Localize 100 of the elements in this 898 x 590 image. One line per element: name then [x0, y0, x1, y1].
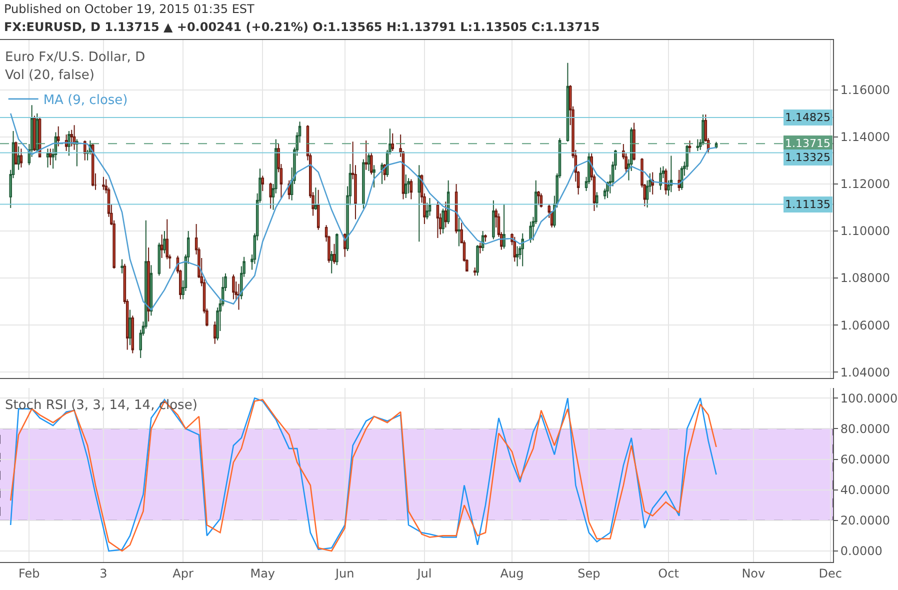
candlestick — [473, 266, 476, 276]
annotation: Euro Fx/U.S. Dollar, D — [5, 50, 146, 65]
x-tick-label: Apr — [172, 566, 194, 580]
line-series — [10, 112, 717, 310]
y-tick-label: 100.0000 — [840, 391, 898, 406]
y-tick-label: 40.0000 — [840, 483, 890, 498]
ref-line-label: 1.13325 — [785, 151, 830, 164]
candlestick — [380, 162, 384, 184]
candlestick — [478, 242, 482, 254]
candlestick — [446, 180, 450, 224]
candlestick — [17, 146, 20, 170]
candlestick — [481, 230, 484, 252]
x-tick-label: Jul — [416, 566, 432, 580]
candlestick — [516, 246, 519, 267]
candlestick — [664, 168, 668, 196]
candlestick — [261, 175, 264, 192]
candlestick — [163, 230, 166, 254]
candlestick — [484, 234, 487, 242]
y-tick-label: 60.0000 — [840, 452, 890, 466]
candlestick — [70, 129, 74, 147]
y-tick-label: 1.10000 — [840, 224, 890, 238]
candlestick — [436, 201, 440, 239]
x-tick-label: Jun — [334, 566, 354, 580]
candlestick — [314, 186, 318, 210]
x-tick-label: 3 — [100, 566, 108, 580]
candlestick — [14, 141, 18, 164]
candlestick — [147, 246, 150, 322]
candlestick — [407, 178, 410, 194]
candlestick — [596, 192, 598, 208]
y-tick-label: 1.12000 — [840, 177, 890, 192]
y-tick-label: 80.0000 — [840, 422, 890, 436]
annotation: Vol (20, false) — [5, 68, 94, 83]
candlestick — [537, 190, 540, 206]
candlestick — [428, 198, 432, 216]
candlestick — [458, 218, 460, 247]
candlestick — [370, 152, 373, 176]
candlestick — [566, 62, 570, 142]
ref-line-label: 1.14825 — [785, 111, 830, 124]
x-tick-label: Nov — [742, 566, 766, 580]
candlestick — [442, 208, 444, 234]
candlestick — [410, 178, 413, 200]
y-tick-label: 1.06000 — [840, 318, 890, 332]
ref-line-label: 1.11135 — [785, 198, 830, 211]
y-tick-label: 0.0000 — [840, 544, 882, 558]
candlestick — [128, 309, 132, 346]
candlestick — [513, 236, 516, 262]
candlestick — [131, 315, 134, 354]
candlestick — [46, 148, 50, 168]
x-tick-label: Dec — [818, 566, 842, 580]
candlestick — [651, 172, 654, 196]
candlestick — [102, 176, 105, 190]
candlestick — [670, 155, 673, 193]
candlestick — [529, 221, 532, 244]
candlestick — [336, 232, 338, 266]
candlestick — [367, 152, 370, 172]
candlestick — [696, 138, 700, 152]
x-tick-label: Aug — [500, 566, 524, 580]
candlestick — [330, 250, 333, 274]
y-tick-label: 1.14000 — [840, 130, 890, 144]
chart-subtitle: FX:EURUSD, D 1.13715 ▲ +0.00241 (+0.21%) O:1.13565 H:1.13791 L:1.13505 C:1.13715 — [4, 20, 600, 34]
candlestick — [632, 122, 636, 161]
candlestick — [158, 242, 161, 276]
candlestick — [444, 201, 448, 228]
candlestick — [492, 200, 495, 240]
candlestick — [33, 115, 36, 152]
x-tick-label: Oct — [658, 566, 680, 580]
candlestick — [232, 274, 235, 300]
chart-title: Published on October 19, 2015 01:35 EST — [4, 2, 254, 16]
candlestick — [214, 321, 216, 344]
candlestick — [20, 148, 23, 168]
candlestick — [332, 243, 336, 264]
candlestick — [362, 158, 365, 210]
candlestick — [316, 189, 320, 230]
y-tick-label: 20.0000 — [840, 514, 890, 528]
candlestick — [160, 234, 164, 259]
candlestick — [49, 148, 52, 166]
y-tick-label: 1.04000 — [840, 365, 890, 380]
candlestick — [502, 203, 506, 250]
ref-line-label: 1.13715 — [785, 137, 830, 150]
candlestick — [56, 126, 60, 147]
candlestick — [521, 232, 524, 267]
candlestick — [659, 166, 662, 190]
candlestick — [391, 132, 394, 152]
y-tick-label: 1.16000 — [840, 83, 890, 98]
candlestick — [426, 202, 428, 220]
candlestick — [418, 164, 421, 242]
candlestick — [237, 283, 240, 310]
candlestick — [476, 244, 479, 276]
text: MA (9, close) — [43, 93, 128, 108]
candlestick — [120, 258, 124, 274]
candlestick — [269, 182, 272, 210]
candlestick — [688, 140, 692, 154]
candlestick — [364, 140, 368, 170]
candlestick — [404, 174, 408, 199]
x-tick-label: Sep — [578, 566, 600, 580]
candlestick — [150, 264, 153, 316]
y-tick-label: 1.08000 — [840, 271, 890, 286]
candlestick — [372, 164, 376, 188]
x-tick-label: May — [250, 566, 276, 580]
x-tick-label: Feb — [18, 566, 40, 580]
